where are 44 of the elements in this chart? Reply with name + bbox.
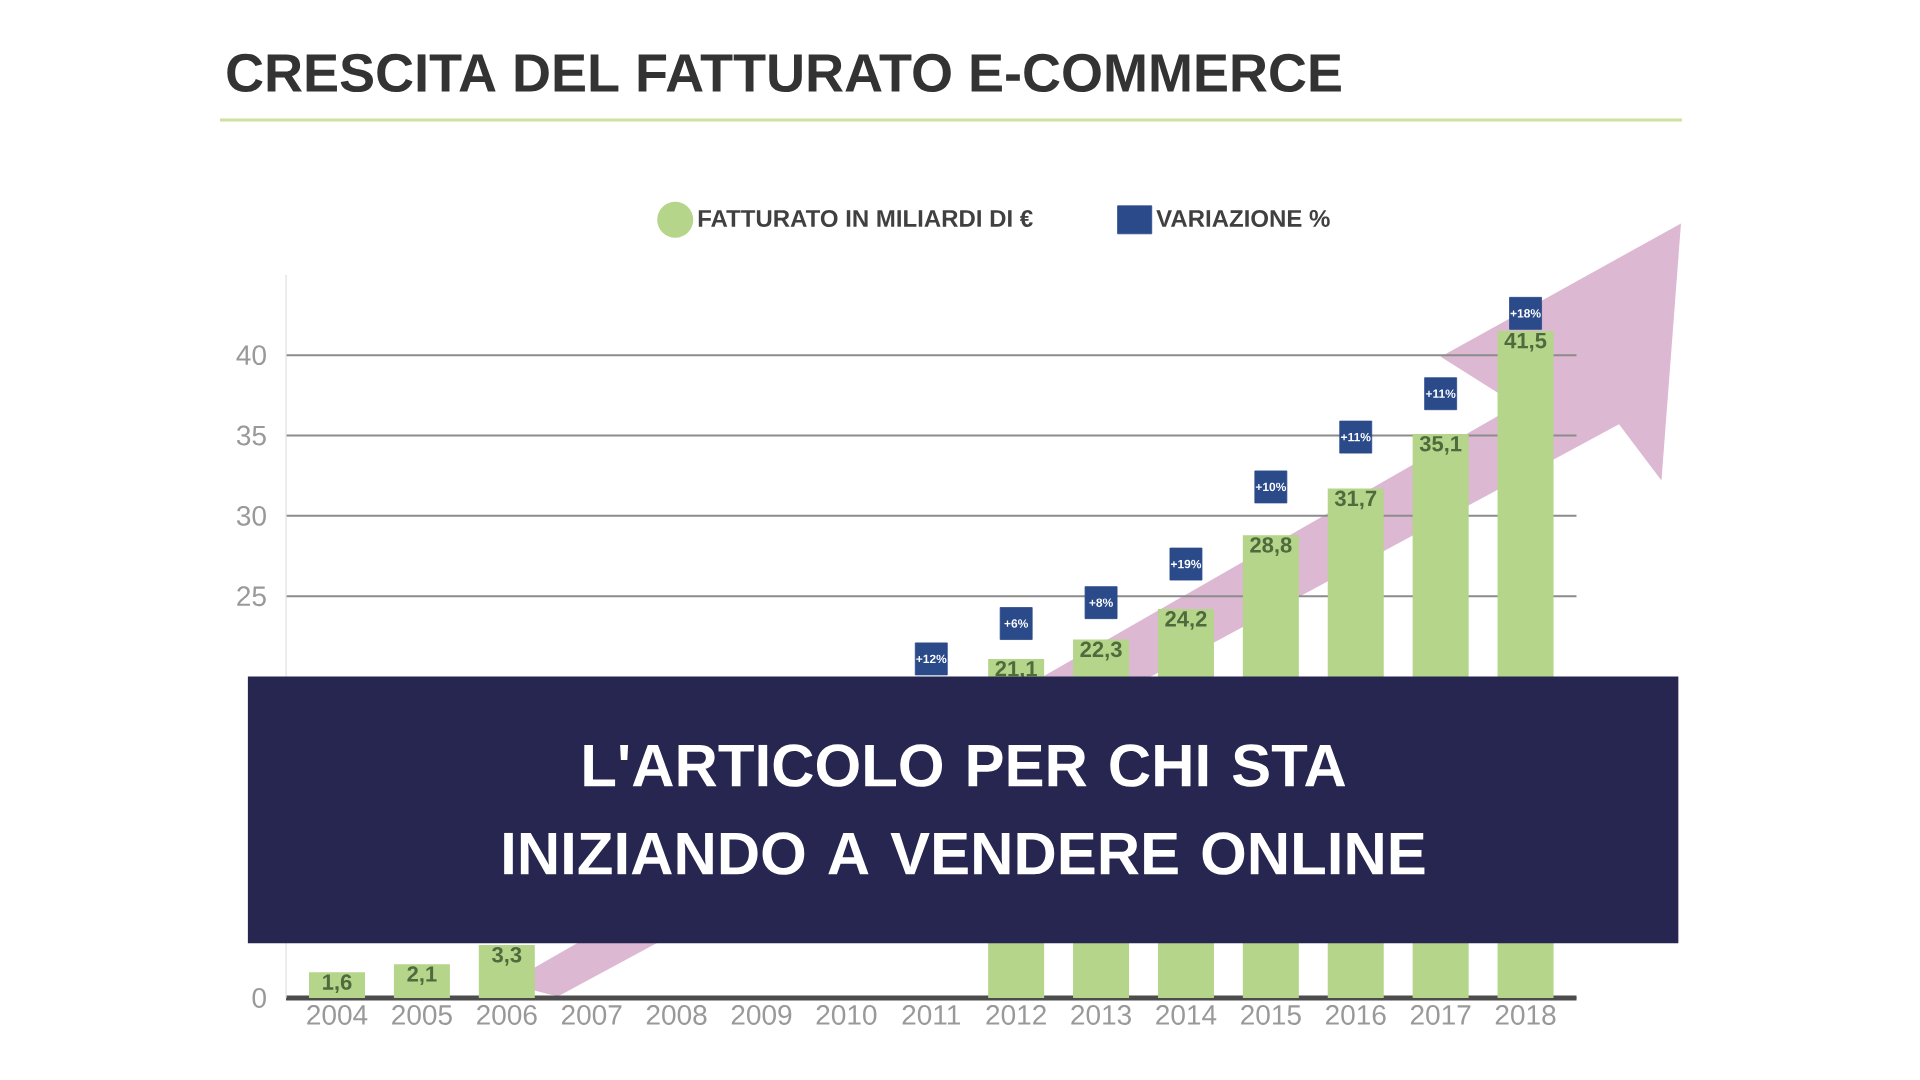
x-tick-label: 2008 [646, 1005, 707, 1025]
x-tick-label: 2018 [1495, 1005, 1556, 1025]
x-tick-label: 2016 [1326, 1005, 1386, 1025]
x-tick-label: 2004 [307, 1005, 368, 1025]
annotation: +8% [1089, 598, 1113, 607]
annotation: +12% [916, 654, 947, 664]
legend-label: FATTURATO IN MILIARDI DI € [698, 209, 1033, 227]
annotation: +19% [1170, 559, 1202, 569]
data-label: 2,1 [407, 966, 437, 986]
bar [393, 964, 450, 998]
data-label: 28,8 [1250, 537, 1292, 556]
annotation: +6% [1004, 619, 1029, 628]
data-label: 35,1 [1419, 435, 1462, 455]
data-label: 41,5 [1504, 333, 1547, 352]
data-label: 24,2 [1165, 611, 1207, 630]
data-label: 1,6 [323, 974, 352, 994]
y-tick-label: 25 [237, 586, 266, 607]
y-tick-label: 35 [236, 425, 266, 446]
data-label: 3,3 [492, 946, 522, 966]
x-tick-label: 2015 [1241, 1005, 1301, 1025]
data-label: 21,1 [995, 660, 1037, 680]
x-tick-label: 2005 [392, 1005, 452, 1025]
annotation: +18% [1510, 309, 1541, 318]
annotation: +11% [1425, 389, 1456, 398]
annotation: L'ARTICOLO PER CHI STA INIZIANDO A VENDERE ONLINE [504, 744, 1425, 875]
bar [478, 944, 535, 998]
y-tick-label: 40 [236, 345, 266, 366]
data-label: 22,3 [1080, 641, 1122, 661]
x-tick-label: 2013 [1071, 1005, 1131, 1025]
annotation: +10% [1255, 482, 1287, 492]
x-tick-label: 2006 [477, 1005, 537, 1025]
y-tick-label: 30 [236, 505, 266, 526]
chart-title: CRESCITA DEL FATTURATO E-COMMERCE [227, 53, 1341, 93]
x-tick-label: 2011 [902, 1005, 961, 1025]
x-tick-label: 2017 [1410, 1005, 1471, 1025]
legend-label: VARIAZIONE % [1156, 209, 1330, 227]
x-tick-label: 2012 [986, 1005, 1046, 1025]
x-tick-label: 2009 [731, 1005, 792, 1025]
x-tick-label: 2014 [1156, 1005, 1217, 1025]
data-label: 31,7 [1334, 490, 1377, 510]
y-tick-label: 0 [252, 988, 266, 1008]
x-tick-label: 2007 [561, 1005, 622, 1025]
annotation: +11% [1341, 432, 1371, 442]
x-tick-label: 2010 [816, 1005, 877, 1025]
